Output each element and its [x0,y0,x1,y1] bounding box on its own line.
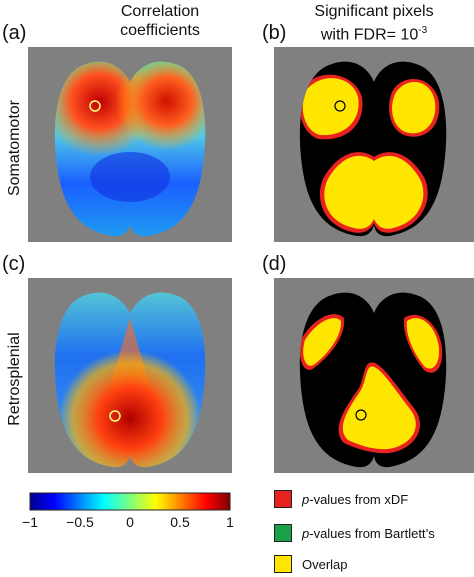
legend-bartlett-text: -values from Bartlett’s [309,525,435,541]
legend-item-xdf: p-values from xDF [274,486,408,512]
colorbar [29,492,231,511]
legend-overlap-text: Overlap [302,556,348,572]
legend-bartlett-prefix: p [302,525,310,541]
panel-a-correlation-map [28,47,232,242]
legend-item-overlap: Overlap [274,551,348,577]
panel-label-a: (a) [2,22,27,44]
row-label-somatomotor: Somatomotor [6,99,23,197]
header-significant-line1: Significant pixels [314,3,434,20]
header-correlation-line1: Correlation [120,3,200,20]
panel-label-c: (c) [2,253,26,275]
colorbar-tick-label: 0.5 [170,514,190,530]
legend-swatch-xdf [274,490,292,508]
panel-d-significance-map [274,278,474,473]
header-significant: Significant pixels with FDR= 10-3 [274,2,474,44]
legend-xdf-prefix: p [302,491,310,507]
panel-label-d: (d) [262,253,287,275]
header-significant-line2: with FDR= 10 [320,26,419,44]
colorbar-tick-label: −1 [22,514,38,530]
row-label-retrosplenial: Retrosplenial [6,332,23,426]
header-correlation-line2: coefficients [120,22,200,39]
colorbar-tick-label: 0 [126,514,134,530]
header-correlation: Correlation coefficients [60,2,260,40]
legend-item-bartlett: p-values from Bartlett’s [274,520,435,546]
colorbar-tick-label: 1 [226,514,234,530]
panel-c-correlation-map [28,278,232,473]
legend-swatch-bartlett [274,524,292,542]
panel-b-significance-map [274,47,474,242]
header-significant-exponent: -3 [418,25,428,36]
legend-swatch-overlap [274,555,292,573]
panel-label-b: (b) [262,22,287,44]
colorbar-tick-label: −0.5 [66,514,94,530]
legend-xdf-text: -values from xDF [309,491,409,507]
